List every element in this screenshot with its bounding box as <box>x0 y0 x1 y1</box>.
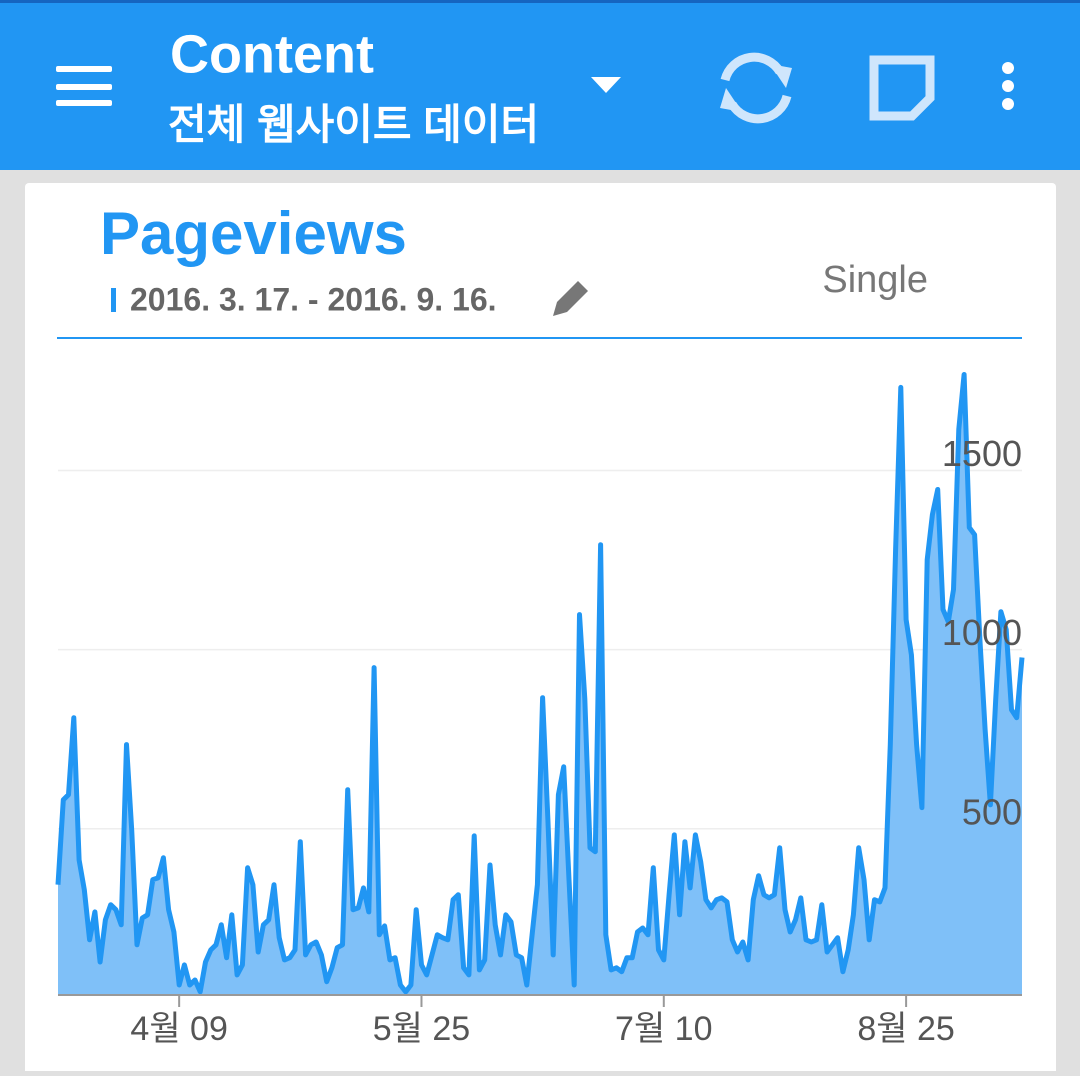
card <box>25 183 1056 1076</box>
dropdown-arrow[interactable] <box>591 77 621 93</box>
x-tick-label: 7월 10 <box>615 1010 712 1048</box>
date-range[interactable]: 2016. 3. 17. - 2016. 9. 16. <box>130 281 497 317</box>
plot: 500 1000 1500 4월 09 5월 25 7월 10 8월 25 <box>55 372 1025 1048</box>
y-tick-label: 1500 <box>942 433 1022 474</box>
range-indicator <box>111 288 116 312</box>
mode-label[interactable]: Single <box>822 259 928 301</box>
menu-button[interactable] <box>56 66 112 106</box>
app-title: Content <box>170 24 374 84</box>
y-tick-label: 500 <box>962 791 1022 832</box>
status-line <box>0 0 1080 3</box>
card-title: Pageviews <box>100 200 407 267</box>
edit-icon[interactable] <box>553 281 588 316</box>
app-bar <box>0 0 1080 170</box>
x-tick-label: 8월 25 <box>857 1010 954 1048</box>
app-subtitle[interactable]: 전체 웹사이트 데이터 <box>168 101 539 148</box>
y-tick-label: 1000 <box>942 612 1022 653</box>
x-tick-label: 5월 25 <box>373 1010 470 1048</box>
more-button[interactable] <box>1002 62 1014 110</box>
data-line <box>55 372 1025 995</box>
refresh-button[interactable] <box>720 52 792 124</box>
notes-button[interactable] <box>869 55 935 121</box>
x-tick-label: 4월 09 <box>130 1010 227 1048</box>
